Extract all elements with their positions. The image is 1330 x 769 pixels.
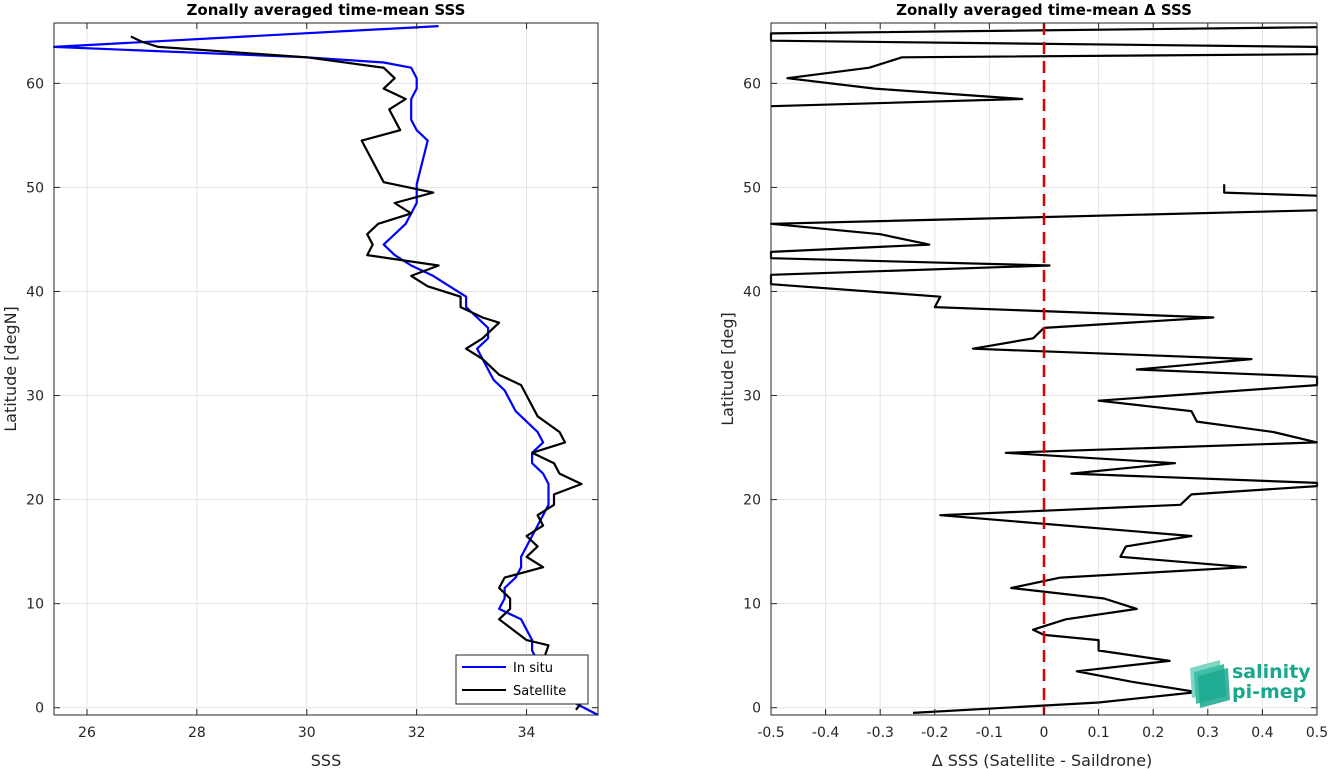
- right-x-tick-label: 0.2: [1142, 725, 1164, 741]
- logo-mark-icon: [1190, 660, 1230, 708]
- left-grid: [54, 23, 598, 715]
- right-y-tick-label: 30: [743, 389, 761, 405]
- logo-text-line1: salinity: [1232, 661, 1311, 683]
- left-x-tick-label: 32: [408, 725, 426, 741]
- right-y-tick-label: 60: [743, 76, 761, 92]
- right-chart-panel: -0.5 -0.4 -0.3 -0.2 -0.1 0 0.1 0.2 0.3 0.4 0.5 0 10 2…: [718, 1, 1328, 769]
- right-chart-title: Zonally averaged time-mean Δ SSS: [896, 1, 1192, 19]
- left-series-line-satellite: [130, 35, 583, 711]
- right-series-line-segment-2: [1223, 184, 1318, 197]
- right-x-tick-label: -0.5: [757, 725, 784, 741]
- left-y-tick-label: 30: [26, 389, 44, 405]
- left-series-lines: [52, 25, 599, 716]
- legend-box: [455, 654, 589, 705]
- right-x-tick-label: 0.3: [1197, 725, 1219, 741]
- right-y-axis-label: Latitude [deg]: [718, 312, 737, 426]
- right-x-tick-label: -0.4: [812, 725, 839, 741]
- right-x-tick-label: 0.4: [1251, 725, 1273, 741]
- left-x-tick-label: 30: [298, 725, 316, 741]
- right-x-tick-label: 0: [1040, 725, 1049, 741]
- right-x-tick-label: 0.1: [1087, 725, 1109, 741]
- right-y-tick-label: 20: [743, 493, 761, 509]
- right-x-tick-label: -0.3: [867, 725, 894, 741]
- left-series-line-in-situ: [52, 25, 599, 716]
- left-y-axis-label: Latitude [degN]: [1, 306, 20, 432]
- left-y-tick-label: 0: [35, 701, 44, 717]
- right-series-line-segment-1: [769, 209, 1319, 714]
- left-y-tick-label: 20: [26, 493, 44, 509]
- salinity-pi-mep-logo: salinity pi-mep: [1190, 660, 1311, 708]
- left-x-tick-label: 34: [518, 725, 536, 741]
- left-ticks: 26 28 30 32 34 0 10 20 30 40 50 60: [26, 23, 598, 741]
- legend-entry-satellite: Satellite: [513, 684, 566, 699]
- right-x-axis-label: Δ SSS (Satellite - Saildrone): [932, 751, 1153, 769]
- right-x-tick-label: -0.1: [976, 725, 1003, 741]
- legend-entry-in-situ: In situ: [513, 661, 553, 676]
- left-x-tick-label: 28: [188, 725, 206, 741]
- left-chart-panel: 26 28 30 32 34 0 10 20 30 40 50 60 Zonally averaged…: [1, 1, 599, 769]
- right-y-tick-label: 0: [752, 701, 761, 717]
- right-y-tick-label: 40: [743, 284, 761, 300]
- left-chart-title: Zonally averaged time-mean SSS: [187, 1, 466, 19]
- right-y-tick-label: 10: [743, 597, 761, 613]
- right-x-tick-label: -0.2: [921, 725, 948, 741]
- logo-text-line2: pi-mep: [1232, 681, 1306, 703]
- right-x-tick-label: 0.5: [1306, 725, 1328, 741]
- right-ticks: -0.5 -0.4 -0.3 -0.2 -0.1 0 0.1 0.2 0.3 0.4 0.5 0 10 2…: [743, 23, 1328, 741]
- right-y-tick-label: 50: [743, 180, 761, 196]
- left-y-tick-label: 40: [26, 284, 44, 300]
- left-y-tick-label: 50: [26, 180, 44, 196]
- left-y-tick-label: 60: [26, 76, 44, 92]
- left-x-axis-label: SSS: [311, 751, 341, 769]
- left-x-tick-label: 26: [78, 725, 96, 741]
- legend: In situ Satellite: [455, 654, 589, 705]
- left-y-tick-label: 10: [26, 597, 44, 613]
